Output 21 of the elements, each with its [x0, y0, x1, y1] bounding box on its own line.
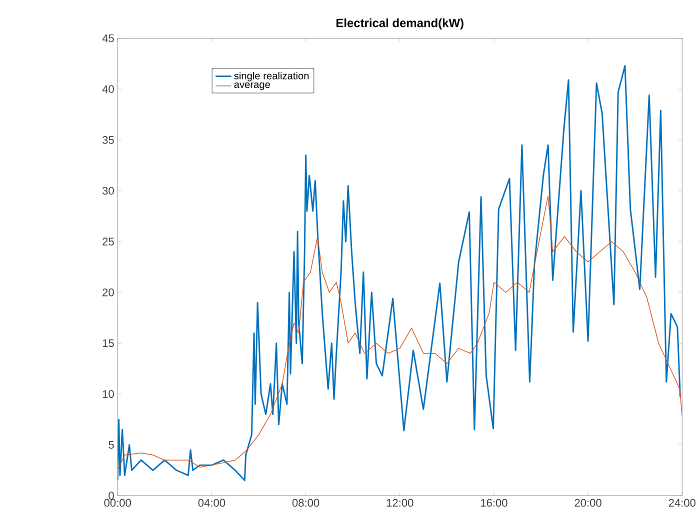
legend-label: average [234, 82, 270, 90]
x-tick-label: 00:00 [104, 498, 131, 507]
y-tick-label: 10 [102, 390, 114, 398]
y-tick-label: 15 [102, 339, 114, 347]
y-tick-label: 5 [108, 440, 114, 449]
y-tick-label: 30 [102, 186, 114, 195]
x-tick-label: 12:00 [386, 498, 414, 507]
y-tick-label: 0 [108, 492, 114, 500]
line-series [118, 195, 682, 471]
legend-label: single realization [234, 72, 309, 82]
y-tick-label: 25 [102, 238, 114, 246]
y-tick-label: 40 [102, 85, 114, 93]
x-tick-label: 24:00 [668, 498, 696, 507]
x-tick-label: 20:00 [574, 498, 602, 507]
y-tick-label: 20 [102, 288, 114, 296]
x-tick-label: 08:00 [292, 498, 320, 507]
y-tick-label: 35 [102, 136, 114, 144]
chart-title: Electrical demand(kW) [336, 18, 464, 30]
y-tick-label: 45 [102, 34, 114, 42]
x-tick-label: 04:00 [198, 498, 226, 507]
x-tick-label: 16:00 [480, 498, 508, 507]
